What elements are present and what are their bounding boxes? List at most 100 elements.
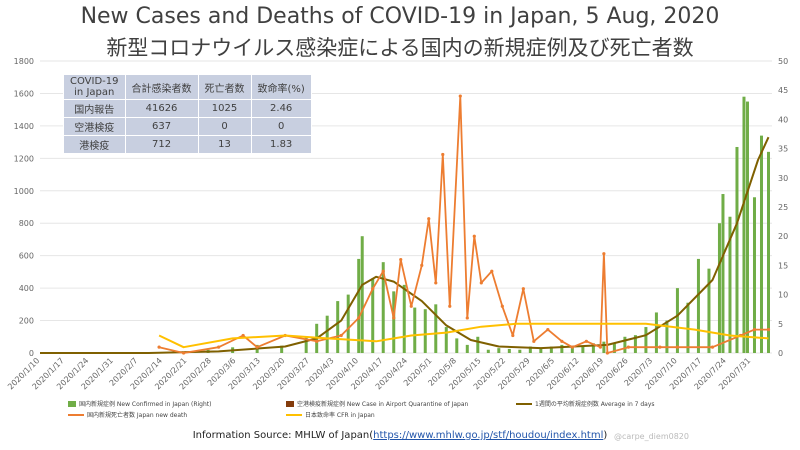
death-point [626, 345, 631, 349]
table-cell: 637 [124, 117, 199, 136]
confirmed-bar [360, 236, 364, 353]
confirmed-bar [707, 268, 711, 353]
death-point [357, 316, 361, 320]
table-cell: 空港検疫 [63, 117, 126, 136]
confirmed-bar [549, 346, 553, 353]
death-point [532, 339, 536, 343]
right-axis-labels: 0 5 10 15 20 25 30 35 40 45 50 [778, 57, 788, 358]
confirmed-bar [528, 346, 532, 353]
summary-table: COVID-19 in Japan 合計感染者数 死亡者数 致命率(%) 国内報… [63, 74, 312, 154]
death-point [472, 234, 476, 238]
right-axis-tick-label: 35 [778, 145, 788, 154]
death-point [546, 328, 550, 332]
confirmed-bar [644, 327, 648, 353]
left-axis-tick-label: 800 [19, 219, 34, 228]
confirmed-bar [581, 345, 585, 353]
right-axis-tick-label: 40 [778, 115, 788, 124]
legend-swatch-deaths [68, 413, 84, 416]
confirmed-bar [759, 135, 763, 353]
table-cell: 0 [250, 117, 312, 136]
death-point [409, 304, 413, 308]
confirmed-bar [696, 258, 700, 353]
confirmed-bar [507, 348, 511, 353]
right-axis-tick-label: 30 [778, 174, 788, 183]
right-axis-tick-label: 45 [778, 86, 788, 95]
death-point [500, 304, 504, 308]
confirmed-bar [346, 294, 350, 353]
death-point [381, 269, 385, 273]
source-close: ) [603, 430, 608, 441]
credit-watermark: @carpe_diem0820 [614, 432, 689, 441]
left-axis-tick-label: 1800 [14, 57, 34, 66]
header-cell: 死亡者数 [197, 74, 252, 100]
death-point [605, 351, 609, 355]
confirmed-bar [745, 101, 749, 353]
table-cell: 712 [124, 135, 199, 154]
table-cell: 1.83 [250, 135, 312, 154]
confirmed-bar [742, 96, 746, 353]
legend-item-deaths: 国内新規死亡者数 Japan new death [68, 410, 187, 419]
confirmed-bar [766, 151, 770, 353]
death-point [458, 94, 462, 98]
confirmed-bar [675, 288, 679, 353]
death-point [602, 252, 606, 256]
x-axis-labels: 2020/1/102020/1/172020/1/242020/1/312020… [6, 356, 752, 391]
confirmed-bar [381, 262, 385, 353]
left-axis-tick-label: 1000 [14, 187, 34, 196]
death-point [766, 328, 771, 332]
left-axis-tick-label: 1600 [14, 89, 34, 98]
death-point [399, 257, 403, 262]
confirmed-bar [357, 258, 361, 353]
death-point [521, 287, 525, 291]
confirmed-bar [336, 301, 340, 353]
confirmed-bar [602, 341, 606, 353]
right-axis-tick-label: 10 [778, 291, 788, 300]
avg7-line [40, 136, 770, 354]
confirmed-bar [721, 194, 725, 353]
confirmed-bar [717, 223, 721, 353]
table-row: 国内報告 41626 1025 2.46 [63, 99, 312, 118]
death-point [420, 263, 424, 267]
death-point [392, 316, 396, 320]
legend-swatch-cfr [286, 413, 302, 416]
legend-item-quarantine: 空港検疫新規症例 New Case in Airport Quarantine … [286, 399, 468, 408]
confirmed-bar [654, 312, 658, 353]
source-link[interactable]: https://www.mhlw.go.jp/stf/houdou/index.… [373, 430, 604, 441]
confirmed-bar [752, 197, 756, 353]
death-point [217, 345, 221, 349]
left-axis-labels: 0 200 400 600 800 1000 1200 1400 1600 1800 [14, 57, 34, 358]
legend-item-cfr: 日本致命率 CFR in Japan [286, 410, 375, 419]
confirmed-bar [465, 344, 469, 353]
right-axis-tick-label: 25 [778, 203, 788, 212]
death-point [752, 328, 757, 332]
confirmed-bar [434, 304, 438, 353]
legend-swatch-avg7 [516, 402, 532, 405]
confirmed-bar [413, 307, 417, 353]
left-axis-tick-label: 1400 [14, 122, 34, 131]
death-point [584, 339, 588, 343]
header-cell: 致命率(%) [250, 74, 312, 100]
confirmed-bar [735, 146, 739, 353]
table-cell: 国内報告 [63, 99, 126, 118]
table-cell: 13 [197, 135, 252, 154]
legend-swatch-confirmed [68, 400, 76, 407]
death-point [241, 333, 245, 338]
table-cell: 41626 [124, 99, 199, 118]
confirmed-bar [486, 349, 490, 353]
table-row: 空港検疫 637 0 0 [63, 117, 312, 136]
confirmed-bar [497, 348, 501, 353]
confirmed-bar [623, 336, 627, 353]
confirmed-bar [304, 337, 308, 353]
legend-label: 国内新規症例 New Confirmed in Japan (Right) [79, 401, 212, 408]
cfr-line [158, 322, 769, 349]
death-point [448, 304, 452, 308]
confirmed-bar [455, 338, 459, 353]
legend-item-confirmed: 国内新規症例 New Confirmed in Japan (Right) [68, 399, 211, 408]
confirmed-bar [423, 309, 427, 353]
confirmed-bar [591, 343, 595, 353]
chart-title: New Cases and Deaths of COVID-19 in Japa… [80, 4, 720, 29]
legend-item-avg7: 1週間の平均新規症例数 Average in 7 days [516, 399, 655, 408]
death-point [710, 345, 715, 349]
confirmed-bar [371, 278, 375, 353]
